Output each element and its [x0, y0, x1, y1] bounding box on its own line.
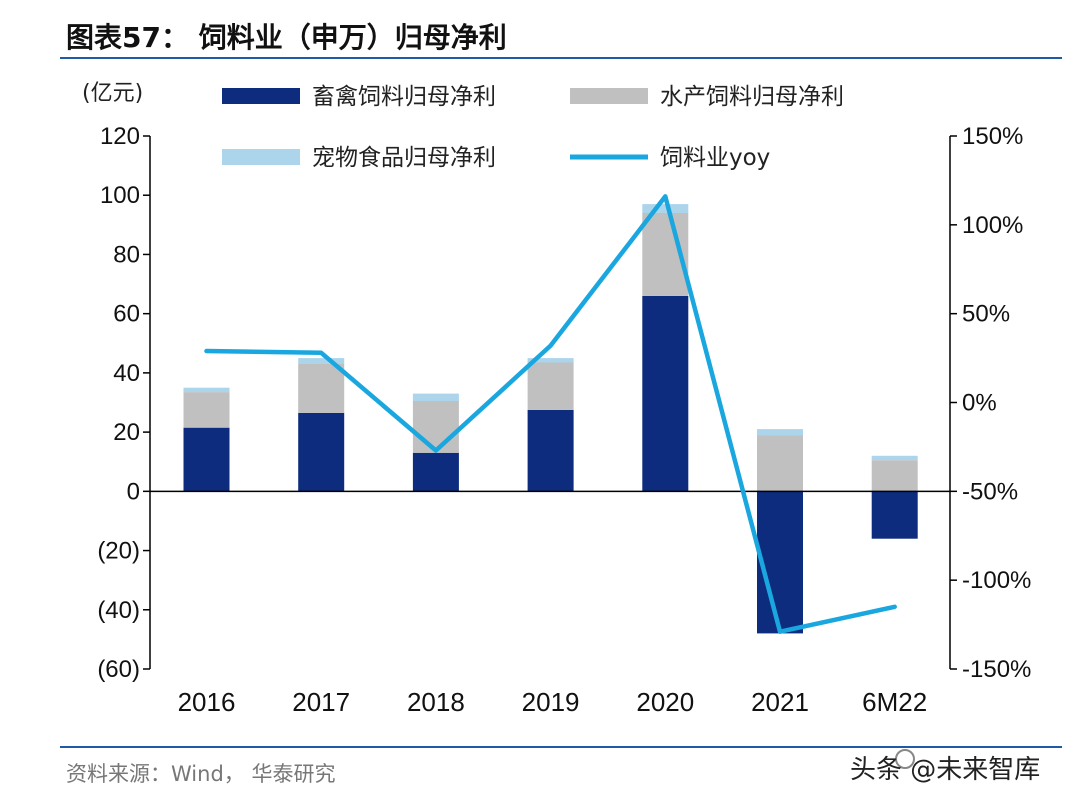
bar-aquatic-2018 — [412, 401, 459, 453]
bar-livestock-2021 — [757, 491, 803, 634]
y2-tick-label: -50% — [962, 478, 1018, 505]
legend-label-pet: 宠物食品归母净利 — [312, 145, 496, 171]
watermark: 头条 @未来智库 — [850, 749, 1040, 785]
bar-livestock-2019 — [527, 409, 574, 492]
bar-livestock-2017 — [298, 412, 345, 492]
x-tick-label: 2021 — [751, 687, 809, 717]
bar-pet-2020 — [642, 204, 689, 213]
watermark-icon — [895, 749, 915, 769]
legend-label-aquatic: 水产饲料归母净利 — [660, 84, 844, 110]
bar-pet-6M22 — [871, 455, 918, 461]
y2-tick-label: -150% — [962, 656, 1031, 683]
bar-livestock-2016 — [183, 427, 230, 492]
bar-livestock-2020 — [642, 295, 689, 492]
bar-aquatic-2021 — [757, 435, 803, 492]
legend: 畜禽饲料归母净利 水产饲料归母净利 宠物食品归母净利 饲料业yoy — [222, 84, 844, 171]
y-tick-label: (40) — [97, 597, 140, 624]
y2-tick-label: 50% — [962, 301, 1010, 328]
bar-aquatic-6M22 — [871, 460, 918, 492]
bars — [183, 204, 918, 634]
y-axis-unit-label: (亿元) — [82, 81, 143, 106]
y-tick-label: 60 — [113, 301, 140, 328]
yoy-line — [204, 194, 897, 634]
watermark-text: 头条 @未来智库 — [850, 755, 1040, 785]
y-tick-label: 0 — [127, 478, 140, 505]
axes — [143, 135, 957, 670]
bar-aquatic-2016 — [183, 392, 230, 428]
legend-label-yoy: 饲料业yoy — [660, 145, 770, 171]
y-tick-label: 20 — [113, 419, 140, 446]
bar-aquatic-2017 — [298, 364, 345, 413]
legend-swatch-livestock — [222, 88, 300, 104]
chart-title: 图表57： 饲料业（申万）归母净利 — [66, 21, 507, 54]
x-tick-label: 2020 — [636, 687, 694, 717]
y-tick-label: 100 — [100, 182, 140, 209]
x-tick-label: 2018 — [407, 687, 465, 717]
y-tick-label: 40 — [113, 360, 140, 387]
source-note: 资料来源：Wind， 华泰研究 — [66, 762, 335, 786]
y-tick-label: (60) — [97, 656, 140, 683]
bar-pet-2019 — [527, 358, 574, 363]
legend-swatch-aquatic — [570, 88, 648, 104]
legend-swatch-pet — [222, 149, 300, 165]
bar-pet-2018 — [412, 393, 459, 401]
bar-pet-2016 — [183, 387, 230, 393]
x-tick-label: 6M22 — [862, 687, 927, 717]
bar-pet-2021 — [757, 429, 803, 435]
yoy-line-layer — [204, 194, 897, 634]
bar-pet-2017 — [298, 358, 345, 364]
x-tick-label: 2019 — [522, 687, 580, 717]
legend-label-livestock: 畜禽饲料归母净利 — [312, 84, 496, 110]
y2-tick-label: -100% — [962, 567, 1031, 594]
bar-aquatic-2019 — [527, 362, 574, 410]
tick-labels: 120 100 80 60 40 20 0 (20) (40) (60) 150% 100% 50% 0%… — [97, 123, 1031, 717]
y-tick-label: 80 — [113, 241, 140, 268]
x-tick-label: 2017 — [292, 687, 350, 717]
bar-livestock-6M22 — [871, 491, 918, 539]
y2-tick-label: 0% — [962, 390, 997, 417]
y-tick-label: (20) — [97, 538, 140, 565]
x-tick-label: 2016 — [178, 687, 236, 717]
y2-tick-label: 150% — [962, 123, 1023, 150]
bar-livestock-2018 — [412, 452, 459, 492]
y-tick-label: 120 — [100, 123, 140, 150]
y2-tick-label: 100% — [962, 212, 1023, 239]
